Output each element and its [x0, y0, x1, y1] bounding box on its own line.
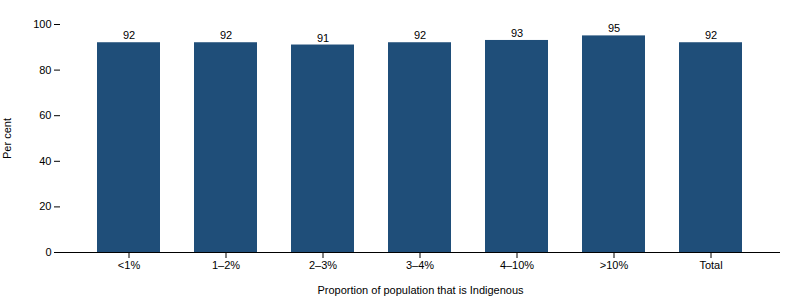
- svg-text:4–10%: 4–10%: [500, 259, 534, 271]
- svg-text:1–2%: 1–2%: [212, 259, 240, 271]
- svg-text:100: 100: [33, 18, 51, 30]
- svg-text:Per cent: Per cent: [1, 118, 13, 159]
- svg-text:92: 92: [414, 29, 426, 41]
- svg-text:3–4%: 3–4%: [406, 259, 434, 271]
- svg-text:92: 92: [705, 29, 717, 41]
- svg-text:93: 93: [511, 27, 523, 39]
- svg-text:Total: Total: [699, 259, 722, 271]
- svg-text:20: 20: [39, 200, 51, 212]
- svg-text:80: 80: [39, 64, 51, 76]
- svg-text:91: 91: [317, 32, 329, 44]
- svg-text:0: 0: [45, 246, 51, 258]
- svg-text:95: 95: [608, 22, 620, 34]
- svg-text:Proportion of population that: Proportion of population that is Indigen…: [317, 284, 524, 296]
- svg-text:60: 60: [39, 109, 51, 121]
- svg-text:>10%: >10%: [600, 259, 629, 271]
- svg-text:2–3%: 2–3%: [309, 259, 337, 271]
- svg-text:92: 92: [123, 29, 135, 41]
- svg-text:92: 92: [220, 29, 232, 41]
- svg-text:40: 40: [39, 155, 51, 167]
- svg-text:<1%: <1%: [118, 259, 141, 271]
